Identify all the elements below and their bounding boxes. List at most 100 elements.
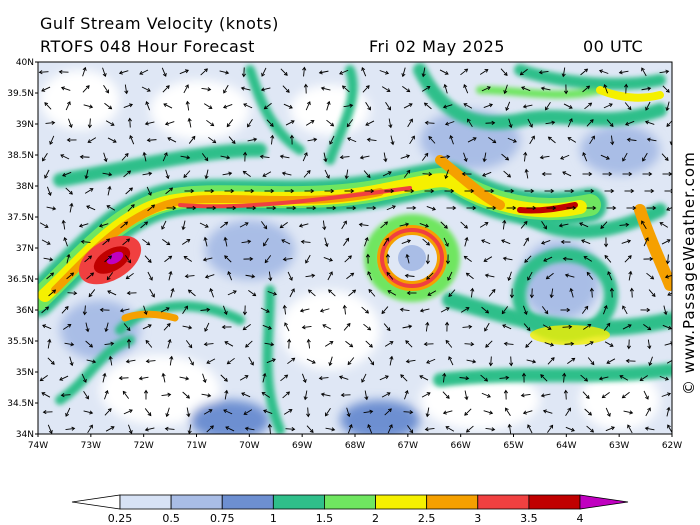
current-arrow	[643, 237, 649, 247]
lon-tick-label: 68W	[345, 441, 365, 451]
current-arrow	[541, 171, 552, 177]
current-arrow	[659, 222, 669, 228]
current-arrow	[624, 255, 632, 263]
current-arrow	[282, 257, 293, 262]
current-arrow	[261, 392, 271, 398]
current-arrow	[346, 205, 357, 211]
velocity-legend: 0.25 0.5 0.75 1 1.5 2 2.5 3 3.5 4	[71, 494, 629, 525]
lat-tick-label: 34.5N	[7, 399, 34, 409]
current-arrow	[104, 102, 113, 110]
current-arrow	[83, 104, 94, 109]
current-arrow	[49, 135, 55, 145]
current-arrow	[598, 69, 609, 74]
current-arrow	[584, 188, 595, 194]
current-arrow	[303, 169, 311, 178]
current-arrow	[306, 205, 317, 211]
current-arrow	[185, 100, 190, 111]
current-arrow	[381, 392, 391, 398]
lat-tick-label: 36.5N	[7, 275, 34, 285]
current-arrow	[464, 188, 475, 194]
current-arrow	[325, 427, 336, 432]
current-arrow	[300, 239, 311, 244]
velocity-maximum	[78, 235, 179, 322]
current-arrow	[582, 85, 591, 93]
current-arrow	[606, 119, 614, 128]
current-arrow	[368, 288, 376, 297]
current-arrow	[322, 220, 327, 231]
current-arrow	[662, 85, 670, 93]
current-arrow	[141, 86, 151, 92]
current-arrow	[188, 356, 194, 366]
current-arrow	[41, 392, 51, 398]
current-arrow	[61, 219, 66, 230]
current-arrow	[444, 169, 449, 180]
current-arrow	[426, 205, 436, 211]
current-arrow	[318, 376, 329, 381]
current-arrow	[389, 355, 394, 366]
current-arrow	[502, 219, 507, 230]
lon-tick-label: 70W	[239, 441, 259, 451]
current-arrow	[306, 358, 316, 364]
current-arrow	[303, 390, 308, 401]
current-arrow	[307, 137, 318, 142]
current-arrow	[541, 306, 549, 315]
current-arrow	[208, 136, 217, 144]
current-arrow	[344, 169, 349, 180]
current-arrow	[485, 120, 496, 125]
current-arrow	[383, 237, 389, 247]
current-arrow	[639, 375, 648, 382]
current-arrow	[538, 70, 549, 75]
legend-swatch	[324, 494, 376, 510]
current-arrow	[662, 324, 672, 330]
current-arrow	[368, 357, 375, 366]
current-arrow	[587, 357, 595, 366]
current-arrow	[467, 137, 477, 143]
cold-core-eddy	[512, 248, 618, 345]
current-arrow	[66, 272, 75, 280]
current-arrow	[145, 101, 151, 111]
current-arrow	[625, 120, 635, 126]
current-arrow	[241, 67, 246, 78]
current-arrow	[266, 358, 276, 364]
current-arrow	[460, 68, 469, 76]
current-arrow	[125, 187, 133, 195]
current-arrow	[262, 171, 272, 177]
current-arrow	[60, 154, 70, 160]
current-arrow	[108, 355, 113, 366]
current-arrow	[600, 221, 608, 229]
current-arrow	[186, 407, 191, 418]
current-arrow	[563, 389, 568, 400]
current-arrow	[464, 342, 475, 347]
current-arrow	[142, 151, 147, 162]
current-arrow	[47, 357, 55, 365]
current-arrow	[225, 426, 235, 432]
current-arrow	[185, 340, 193, 349]
current-arrow	[486, 205, 497, 211]
current-arrow	[628, 270, 633, 281]
current-arrow	[167, 338, 172, 349]
current-arrow	[466, 359, 477, 364]
current-arrow	[384, 341, 394, 347]
lon-tick-label: 72W	[133, 441, 153, 451]
current-arrow	[645, 101, 651, 111]
current-arrow	[102, 67, 107, 78]
current-arrow	[485, 427, 496, 432]
current-arrow	[627, 424, 633, 434]
current-arrow	[563, 84, 569, 95]
current-arrow	[488, 137, 497, 144]
current-arrow	[643, 256, 654, 262]
current-arrow	[83, 390, 89, 400]
current-arrow	[144, 427, 155, 432]
forecast-date: Fri 02 May 2025	[369, 37, 505, 56]
current-arrow	[104, 322, 109, 333]
current-arrow	[204, 274, 215, 279]
legend-label: 1.5	[316, 512, 334, 525]
current-arrow	[46, 206, 57, 211]
current-arrow	[323, 152, 328, 163]
current-arrow	[43, 257, 54, 262]
current-arrow	[365, 120, 375, 126]
current-arrow	[604, 341, 614, 347]
current-arrow	[347, 357, 355, 366]
current-arrow	[605, 426, 615, 432]
current-arrow	[281, 239, 291, 245]
